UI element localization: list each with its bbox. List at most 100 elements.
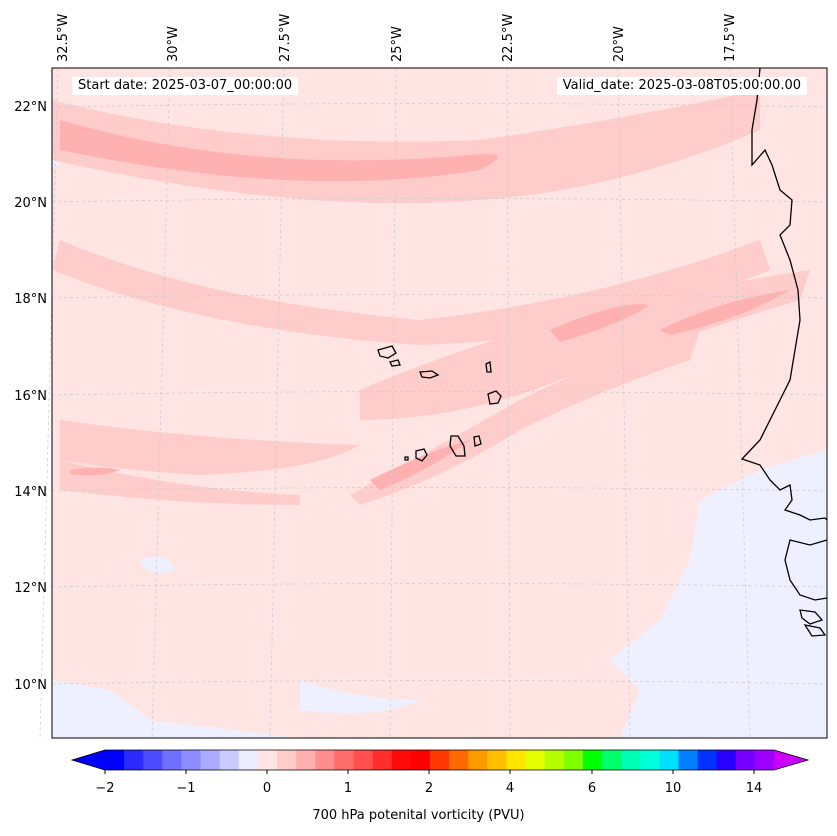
lon-label: 27.5°W xyxy=(278,14,293,62)
coastlines xyxy=(377,67,828,637)
colorbar-swatch xyxy=(525,750,546,770)
colorbar-swatch xyxy=(143,750,163,770)
lon-label: 25°W xyxy=(390,26,405,62)
colorbar-swatch xyxy=(735,750,756,770)
pv-band-west-lower xyxy=(60,420,360,475)
longitude-labels: 32.5°W 30°W 27.5°W 25°W 22.5°W 20°W 17.5… xyxy=(56,14,738,62)
pv-band-central-strong-2 xyxy=(660,290,790,335)
island-brava xyxy=(404,456,409,461)
pv-negative-southwest xyxy=(52,680,300,738)
colorbar-swatch xyxy=(487,750,507,770)
island-santiago xyxy=(449,435,466,457)
gridline-lat-18 xyxy=(51,294,828,299)
colorbar-swatch xyxy=(659,750,679,770)
colorbar-swatch xyxy=(372,750,393,770)
colorbar-swatch xyxy=(391,750,412,770)
valid-date-label: Valid_date: 2025-03-08T05:00:00.00 xyxy=(556,77,807,95)
island-fogo xyxy=(415,448,428,462)
colorbar-swatch xyxy=(449,750,469,770)
colorbar-tick-label: 0 xyxy=(263,781,271,796)
colorbar-swatch xyxy=(162,750,182,770)
colorbar-swatch xyxy=(716,750,737,770)
colorbar-tick-label: −1 xyxy=(176,781,195,796)
latitude-labels: 22°N 20°N 18°N 16°N 14°N 12°N 10°N xyxy=(14,100,47,693)
lat-label: 12°N xyxy=(14,581,47,596)
colorbar-swatch xyxy=(105,750,125,770)
gridline-lon-30 xyxy=(151,67,171,739)
gridline-lon-25 xyxy=(389,67,397,739)
colorbar-swatch xyxy=(563,750,584,770)
pv-band-southwest xyxy=(60,460,300,505)
colorbar-swatch xyxy=(334,750,354,770)
map-frame xyxy=(51,67,828,739)
colorbar-swatch xyxy=(468,750,488,770)
colorbar-swatch xyxy=(754,750,775,770)
gridline-lat-22 xyxy=(51,103,828,108)
colorbar-swatch xyxy=(257,750,278,770)
lat-label: 10°N xyxy=(14,678,47,693)
colorbar-swatch xyxy=(429,750,450,770)
lat-label: 20°N xyxy=(14,196,47,211)
colorbar-label: 700 hPa potenital vorticity (PVU) xyxy=(312,808,525,823)
gridline-lat-20 xyxy=(51,198,828,203)
colorbar-swatch xyxy=(315,750,335,770)
colorbar-swatches xyxy=(105,750,775,770)
island-sao-vicente xyxy=(389,359,401,367)
gridline-lon-17.5 xyxy=(729,67,751,739)
colorbar-swatch xyxy=(506,750,527,770)
colorbar-swatch xyxy=(697,750,718,770)
island-sao-nicolau xyxy=(419,370,440,379)
gridline-lat-16 xyxy=(51,391,828,396)
colorbar-tick-label: 6 xyxy=(588,781,596,796)
colorbar-swatch xyxy=(582,750,603,770)
lat-label: 14°N xyxy=(14,485,47,500)
island-boa-vista xyxy=(487,390,502,405)
gridline-lat-14 xyxy=(51,487,828,492)
colorbar-tick-label: −2 xyxy=(95,781,114,796)
pv-band-north-strong xyxy=(60,120,498,182)
pv-negative-east xyxy=(610,450,827,738)
pv-negative-blob-2 xyxy=(140,556,175,574)
gridline-lon-20 xyxy=(617,67,631,739)
gridline-lat-12 xyxy=(51,583,828,588)
island-santo-antao xyxy=(377,345,397,359)
gridline-lat-10 xyxy=(51,680,828,685)
pv-band-central xyxy=(360,270,810,420)
gridline-lon-32.5 xyxy=(39,67,59,739)
colorbar-swatch xyxy=(640,750,660,770)
colorbar-swatch xyxy=(621,750,641,770)
colorbar-tick-label: 10 xyxy=(665,781,682,796)
colorbar-swatch xyxy=(544,750,565,770)
colorbar-tick-labels: −2 −1 0 1 2 4 6 10 14 xyxy=(95,781,762,796)
colorbar-swatch xyxy=(296,750,316,770)
lon-label: 20°W xyxy=(612,26,627,62)
lat-label: 22°N xyxy=(14,100,47,115)
bissagos-islands xyxy=(799,609,824,625)
colorbar-swatch xyxy=(353,750,374,770)
lat-label: 18°N xyxy=(14,292,47,307)
gridlines xyxy=(39,67,828,739)
colorbar-swatch xyxy=(410,750,431,770)
colorbar-tick-label: 4 xyxy=(506,781,514,796)
pv-band-central-strong xyxy=(550,304,650,342)
colorbar-tick-label: 2 xyxy=(425,781,433,796)
lon-label: 22.5°W xyxy=(501,14,516,62)
colorbar-extend-max xyxy=(774,750,808,770)
africa-coast-south xyxy=(784,539,828,601)
map-panel xyxy=(39,67,828,739)
gridline-lon-22.5 xyxy=(506,67,511,739)
colorbar-swatch xyxy=(181,750,202,770)
colorbar-ticks xyxy=(104,770,755,774)
start-date-label: Start date: 2025-03-07_00:00:00 xyxy=(72,77,299,95)
colorbar-swatch xyxy=(277,750,297,770)
pv-band-diagonal-strong xyxy=(370,440,470,490)
colorbar: −2 −1 0 1 2 4 6 10 14 xyxy=(70,749,810,796)
island-maio xyxy=(473,435,482,447)
colorbar-swatch xyxy=(219,750,240,770)
colorbar-swatch xyxy=(124,750,144,770)
lon-label: 17.5°W xyxy=(723,14,738,62)
pv-band-strong-west xyxy=(70,467,120,476)
colorbar-tick-label: 14 xyxy=(746,781,763,796)
colorbar-swatch xyxy=(601,750,622,770)
